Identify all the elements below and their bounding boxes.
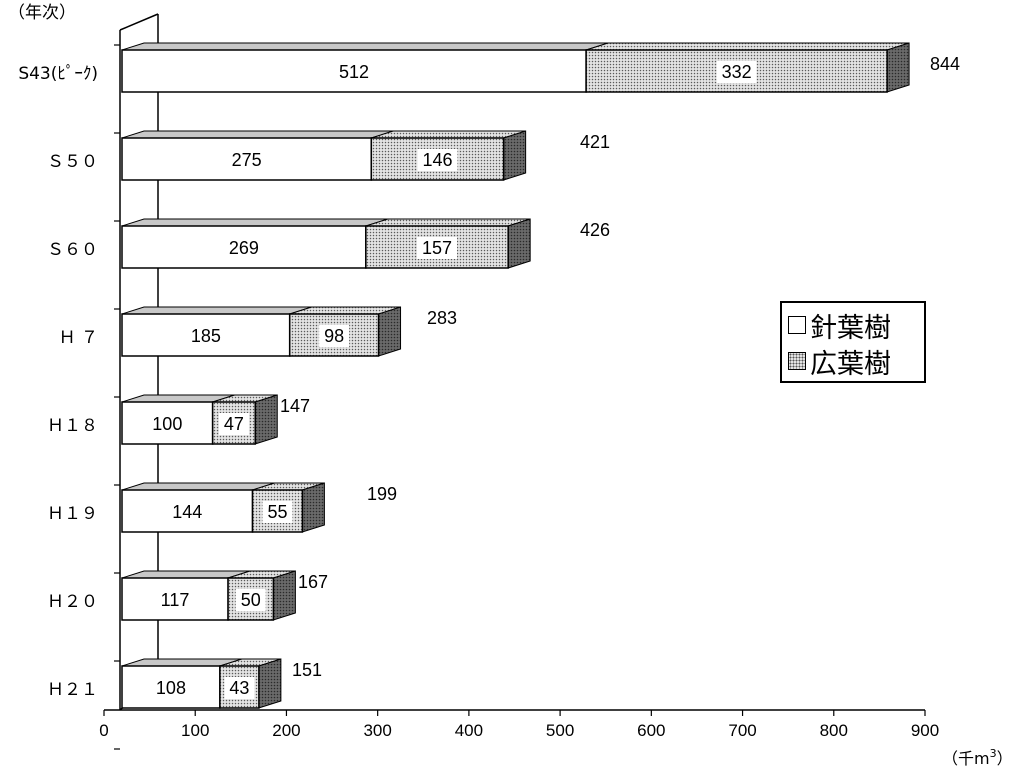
- total-label: 844: [930, 54, 960, 74]
- bar-top-hardwood: [365, 218, 531, 227]
- data-label-hardwood: 146: [422, 150, 452, 170]
- data-label-bg: [235, 589, 266, 611]
- data-label-hardwood: 332: [722, 62, 752, 82]
- bar-softwood: [121, 665, 221, 709]
- data-label-bg: [224, 677, 255, 699]
- total-label: 199: [367, 484, 397, 504]
- legend-swatch-hardwood: [788, 352, 806, 370]
- bar-top-hardwood: [585, 42, 910, 51]
- total-label: 426: [580, 220, 610, 240]
- data-label-softwood: 144: [172, 502, 202, 522]
- data-label-hardwood: 98: [324, 326, 344, 346]
- category-label: Ｓ５０: [47, 152, 98, 172]
- data-label-softwood: 275: [232, 150, 262, 170]
- data-label-softwood: 269: [229, 238, 259, 258]
- category-label: S43(ﾋﾟｰｸ): [18, 64, 98, 84]
- data-label-bg: [218, 413, 249, 435]
- data-label-softwood: 100: [152, 414, 182, 434]
- data-label-hardwood: 43: [229, 678, 249, 698]
- bar-top-softwood: [121, 42, 609, 51]
- data-label-bg: [319, 325, 350, 347]
- axes: [103, 13, 926, 750]
- x-tick-label: 0: [99, 721, 108, 740]
- legend-swatch-softwood: [788, 316, 806, 334]
- x-axis-title: （千m3）: [942, 747, 1010, 768]
- total-label: 283: [427, 308, 457, 328]
- labels: 0 100 200 300 400 500 600 700 800 900 （年次） （千m3） S43…: [8, 3, 1010, 768]
- data-label-hardwood: 47: [224, 414, 244, 434]
- data-label-softwood: 108: [156, 678, 186, 698]
- bar-side: [258, 658, 282, 709]
- category-label: Ｈ１８: [47, 416, 98, 436]
- bar-top-softwood: [121, 306, 312, 315]
- bar-softwood: [121, 49, 587, 93]
- data-label-softwood: 117: [161, 590, 190, 610]
- data-label-softwood: 512: [339, 62, 369, 82]
- bar-softwood: [121, 313, 291, 357]
- total-label: 421: [580, 132, 610, 152]
- bar-side: [886, 42, 910, 93]
- category-label: Ｈ２０: [47, 592, 98, 612]
- bar-softwood: [121, 489, 254, 533]
- bar-side: [254, 394, 278, 445]
- data-label-bg: [417, 237, 458, 259]
- x-tick-label: 200: [272, 721, 300, 740]
- data-label-hardwood: 55: [267, 502, 287, 522]
- category-label: Ｓ６０: [47, 240, 98, 260]
- legend-item-hardwood: 広葉樹: [788, 343, 924, 380]
- bar-side: [507, 218, 531, 269]
- data-label-hardwood: 50: [241, 590, 261, 610]
- bar-side: [301, 482, 325, 533]
- data-label-hardwood: 157: [422, 238, 452, 258]
- bar-top-softwood: [121, 130, 394, 139]
- data-label-bg: [716, 61, 757, 83]
- bar-top-softwood: [121, 218, 389, 227]
- data-label-bg: [417, 149, 458, 171]
- x-tick-label: 100: [181, 721, 209, 740]
- total-label: 151: [292, 660, 322, 680]
- bar-side: [272, 570, 296, 621]
- category-label: Ｈ２１: [47, 680, 98, 700]
- total-label: 167: [298, 572, 328, 592]
- legend-label-softwood: 針葉樹: [810, 312, 891, 344]
- bar-top-softwood: [121, 482, 275, 491]
- category-label: Ｈ１９: [47, 504, 98, 524]
- data-label-softwood: 185: [191, 326, 221, 346]
- bar-softwood: [121, 401, 214, 445]
- x-tick-label: 300: [363, 721, 391, 740]
- bar-side: [378, 306, 402, 357]
- category-label: Ｈ ７: [59, 328, 98, 348]
- x-tick-label: 600: [637, 721, 665, 740]
- legend-label-hardwood: 広葉樹: [810, 348, 891, 380]
- legend-item-softwood: 針葉樹: [788, 307, 924, 344]
- x-tick-label: 900: [911, 721, 939, 740]
- bar-hardwood: [251, 489, 304, 533]
- x-tick-label: 400: [455, 721, 483, 740]
- x-tick-label: 800: [820, 721, 848, 740]
- wall-top-edge: [119, 13, 159, 31]
- x-tick-label: 700: [728, 721, 756, 740]
- total-label: 147: [280, 396, 310, 416]
- data-label-bg: [262, 501, 293, 523]
- bar-side: [503, 130, 527, 181]
- y-axis-title: （年次）: [8, 3, 76, 23]
- legend: 針葉樹 広葉樹: [780, 301, 926, 383]
- bar-softwood: [121, 577, 229, 621]
- bar-top-hardwood: [371, 130, 526, 139]
- x-tick-label: 500: [546, 721, 574, 740]
